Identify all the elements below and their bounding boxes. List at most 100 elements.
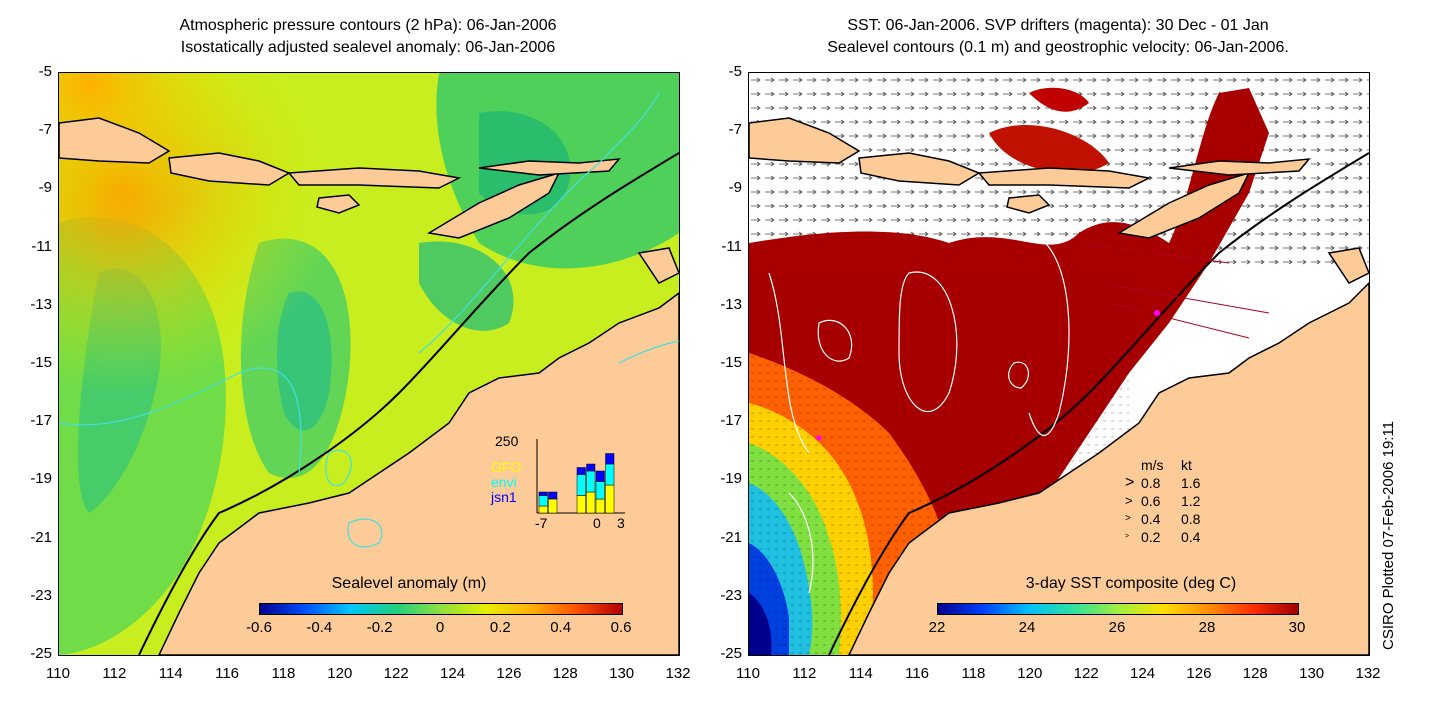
inset-bar: [595, 498, 605, 514]
velocity-legend-header-kt: kt: [1181, 457, 1192, 473]
right-y-label: -23: [720, 586, 742, 604]
left-y-label: -19: [30, 470, 52, 488]
right-x-label: 122: [1073, 665, 1099, 682]
right-colorbar: [937, 603, 1299, 615]
right-x-label: 118: [961, 665, 986, 682]
inset-bar: [538, 495, 548, 507]
left-colorbar-tick: 0.2: [489, 619, 511, 636]
inset-bar: [595, 470, 605, 482]
right-colorbar-tick: 30: [1288, 619, 1306, 636]
right-x-label: 130: [1299, 665, 1325, 682]
inset-bar: [595, 481, 605, 500]
right-x-label: 110: [736, 665, 760, 682]
right-title-line2: Sealevel contours (0.1 m) and geostrophi…: [827, 39, 1289, 56]
left-x-label: 130: [609, 665, 635, 682]
velocity-legend-ms: 0.2: [1141, 529, 1161, 545]
left-y-label: -25: [30, 645, 52, 662]
inset-histogram: 250 GFO envi jsn1 -7 0 3: [477, 429, 627, 531]
right-colorbar-tick: 26: [1108, 619, 1126, 636]
inset-bar: [605, 463, 615, 486]
left-map-canvas: [59, 73, 679, 655]
inset-legend-gfo: GFO: [491, 459, 522, 475]
right-map[interactable]: m/s kt >0.8 1.6 >0.6 1.2 >0.4 0.8 >0.2 0.4 3-da…: [748, 72, 1370, 656]
right-colorbar-tick: 22: [928, 619, 946, 636]
velocity-legend-arrow: >: [1125, 513, 1131, 524]
left-y-label: -13: [30, 295, 52, 313]
left-x-label: 116: [215, 665, 240, 682]
inset-legend-envi: envi: [491, 474, 517, 490]
left-x-label: 120: [327, 665, 353, 682]
right-x-label: 120: [1017, 665, 1043, 682]
right-x-label: 124: [1130, 665, 1156, 682]
right-y-label: -19: [720, 470, 742, 488]
right-map-canvas: [749, 73, 1369, 655]
velocity-legend-header-ms: m/s: [1141, 457, 1164, 473]
left-colorbar-tick: 0.4: [550, 619, 572, 636]
left-x-label: 124: [440, 665, 466, 682]
left-y-label: -17: [30, 412, 52, 430]
right-y-label: -9: [728, 179, 742, 197]
right-y-label: -25: [720, 645, 742, 662]
left-colorbar-title: Sealevel anomaly (m): [331, 575, 487, 592]
right-y-label: -15: [720, 354, 742, 371]
left-y-label: -15: [30, 354, 52, 371]
inset-bar: [605, 453, 615, 465]
velocity-legend-kt: 1.6: [1181, 475, 1201, 491]
left-colorbar-tick: -0.2: [366, 619, 393, 636]
inset-bar: [605, 484, 615, 514]
right-y-label: -21: [720, 528, 742, 546]
inset-bar: [576, 467, 586, 475]
velocity-legend: m/s kt >0.8 1.6 >0.6 1.2 >0.4 0.8 >0.2 0.4: [1125, 457, 1235, 547]
left-x-label: 118: [271, 665, 296, 682]
inset-x-label-mid: 0: [593, 515, 601, 531]
right-y-label: -5: [728, 63, 742, 80]
left-colorbar-tick: 0.6: [610, 619, 632, 636]
velocity-legend-arrow: >: [1125, 493, 1133, 508]
inset-bar: [548, 491, 558, 500]
inset-ymax-label: 250: [495, 433, 519, 449]
velocity-legend-ms: 0.6: [1141, 493, 1161, 509]
velocity-legend-arrow: >: [1125, 533, 1130, 540]
left-x-label: 110: [46, 665, 70, 682]
velocity-legend-ms: 0.4: [1141, 511, 1161, 527]
right-x-label: 128: [1242, 665, 1268, 682]
inset-bar: [538, 491, 548, 496]
velocity-legend-kt: 1.2: [1181, 493, 1201, 509]
right-y-label: -17: [720, 412, 742, 430]
left-y-label: -23: [30, 586, 52, 604]
left-colorbar: [259, 603, 623, 615]
right-colorbar-tick: 24: [1018, 619, 1036, 636]
right-x-label: 116: [905, 665, 930, 682]
right-y-label: -11: [721, 237, 742, 255]
left-y-label: -9: [38, 179, 52, 197]
inset-bars: [536, 439, 625, 514]
left-colorbar-tick: -0.6: [246, 619, 272, 636]
velocity-legend-kt: 0.8: [1181, 511, 1201, 527]
right-colorbar-title: 3-day SST composite (deg C): [1025, 575, 1237, 592]
inset-bar: [576, 495, 586, 514]
left-x-label: 132: [665, 665, 691, 682]
left-x-label: 114: [158, 665, 183, 682]
inset-bar: [548, 498, 558, 514]
inset-x-label-left: -7: [535, 515, 548, 531]
inset-bar: [538, 505, 548, 514]
velocity-legend-kt: 0.4: [1181, 529, 1201, 545]
left-x-label: 112: [102, 665, 127, 682]
inset-bar: [586, 470, 596, 493]
inset-bar: [586, 491, 596, 514]
right-x-label: 112: [792, 665, 817, 682]
right-y-label: -13: [720, 295, 742, 313]
inset-bar: [576, 474, 586, 496]
velocity-legend-ms: 0.8: [1141, 475, 1161, 491]
left-x-label: 126: [496, 665, 522, 682]
left-y-label: -7: [38, 121, 52, 139]
left-map[interactable]: 250 GFO envi jsn1 -7 0 3 Sealevel anomal…: [58, 72, 680, 656]
left-y-label: -11: [31, 237, 52, 255]
plot-credit: CSIRO Plotted 07-Feb-2006 19:11: [1380, 420, 1397, 650]
inset-legend-jsn1: jsn1: [491, 489, 517, 505]
left-title-line2: Isostatically adjusted sealevel anomaly:…: [180, 39, 556, 56]
right-x-label: 126: [1186, 665, 1212, 682]
right-title-line1: SST: 06-Jan-2006. SVP drifters (magenta)…: [847, 17, 1269, 34]
velocity-legend-arrow: >: [1125, 474, 1135, 491]
left-colorbar-tick: -0.4: [306, 619, 333, 636]
